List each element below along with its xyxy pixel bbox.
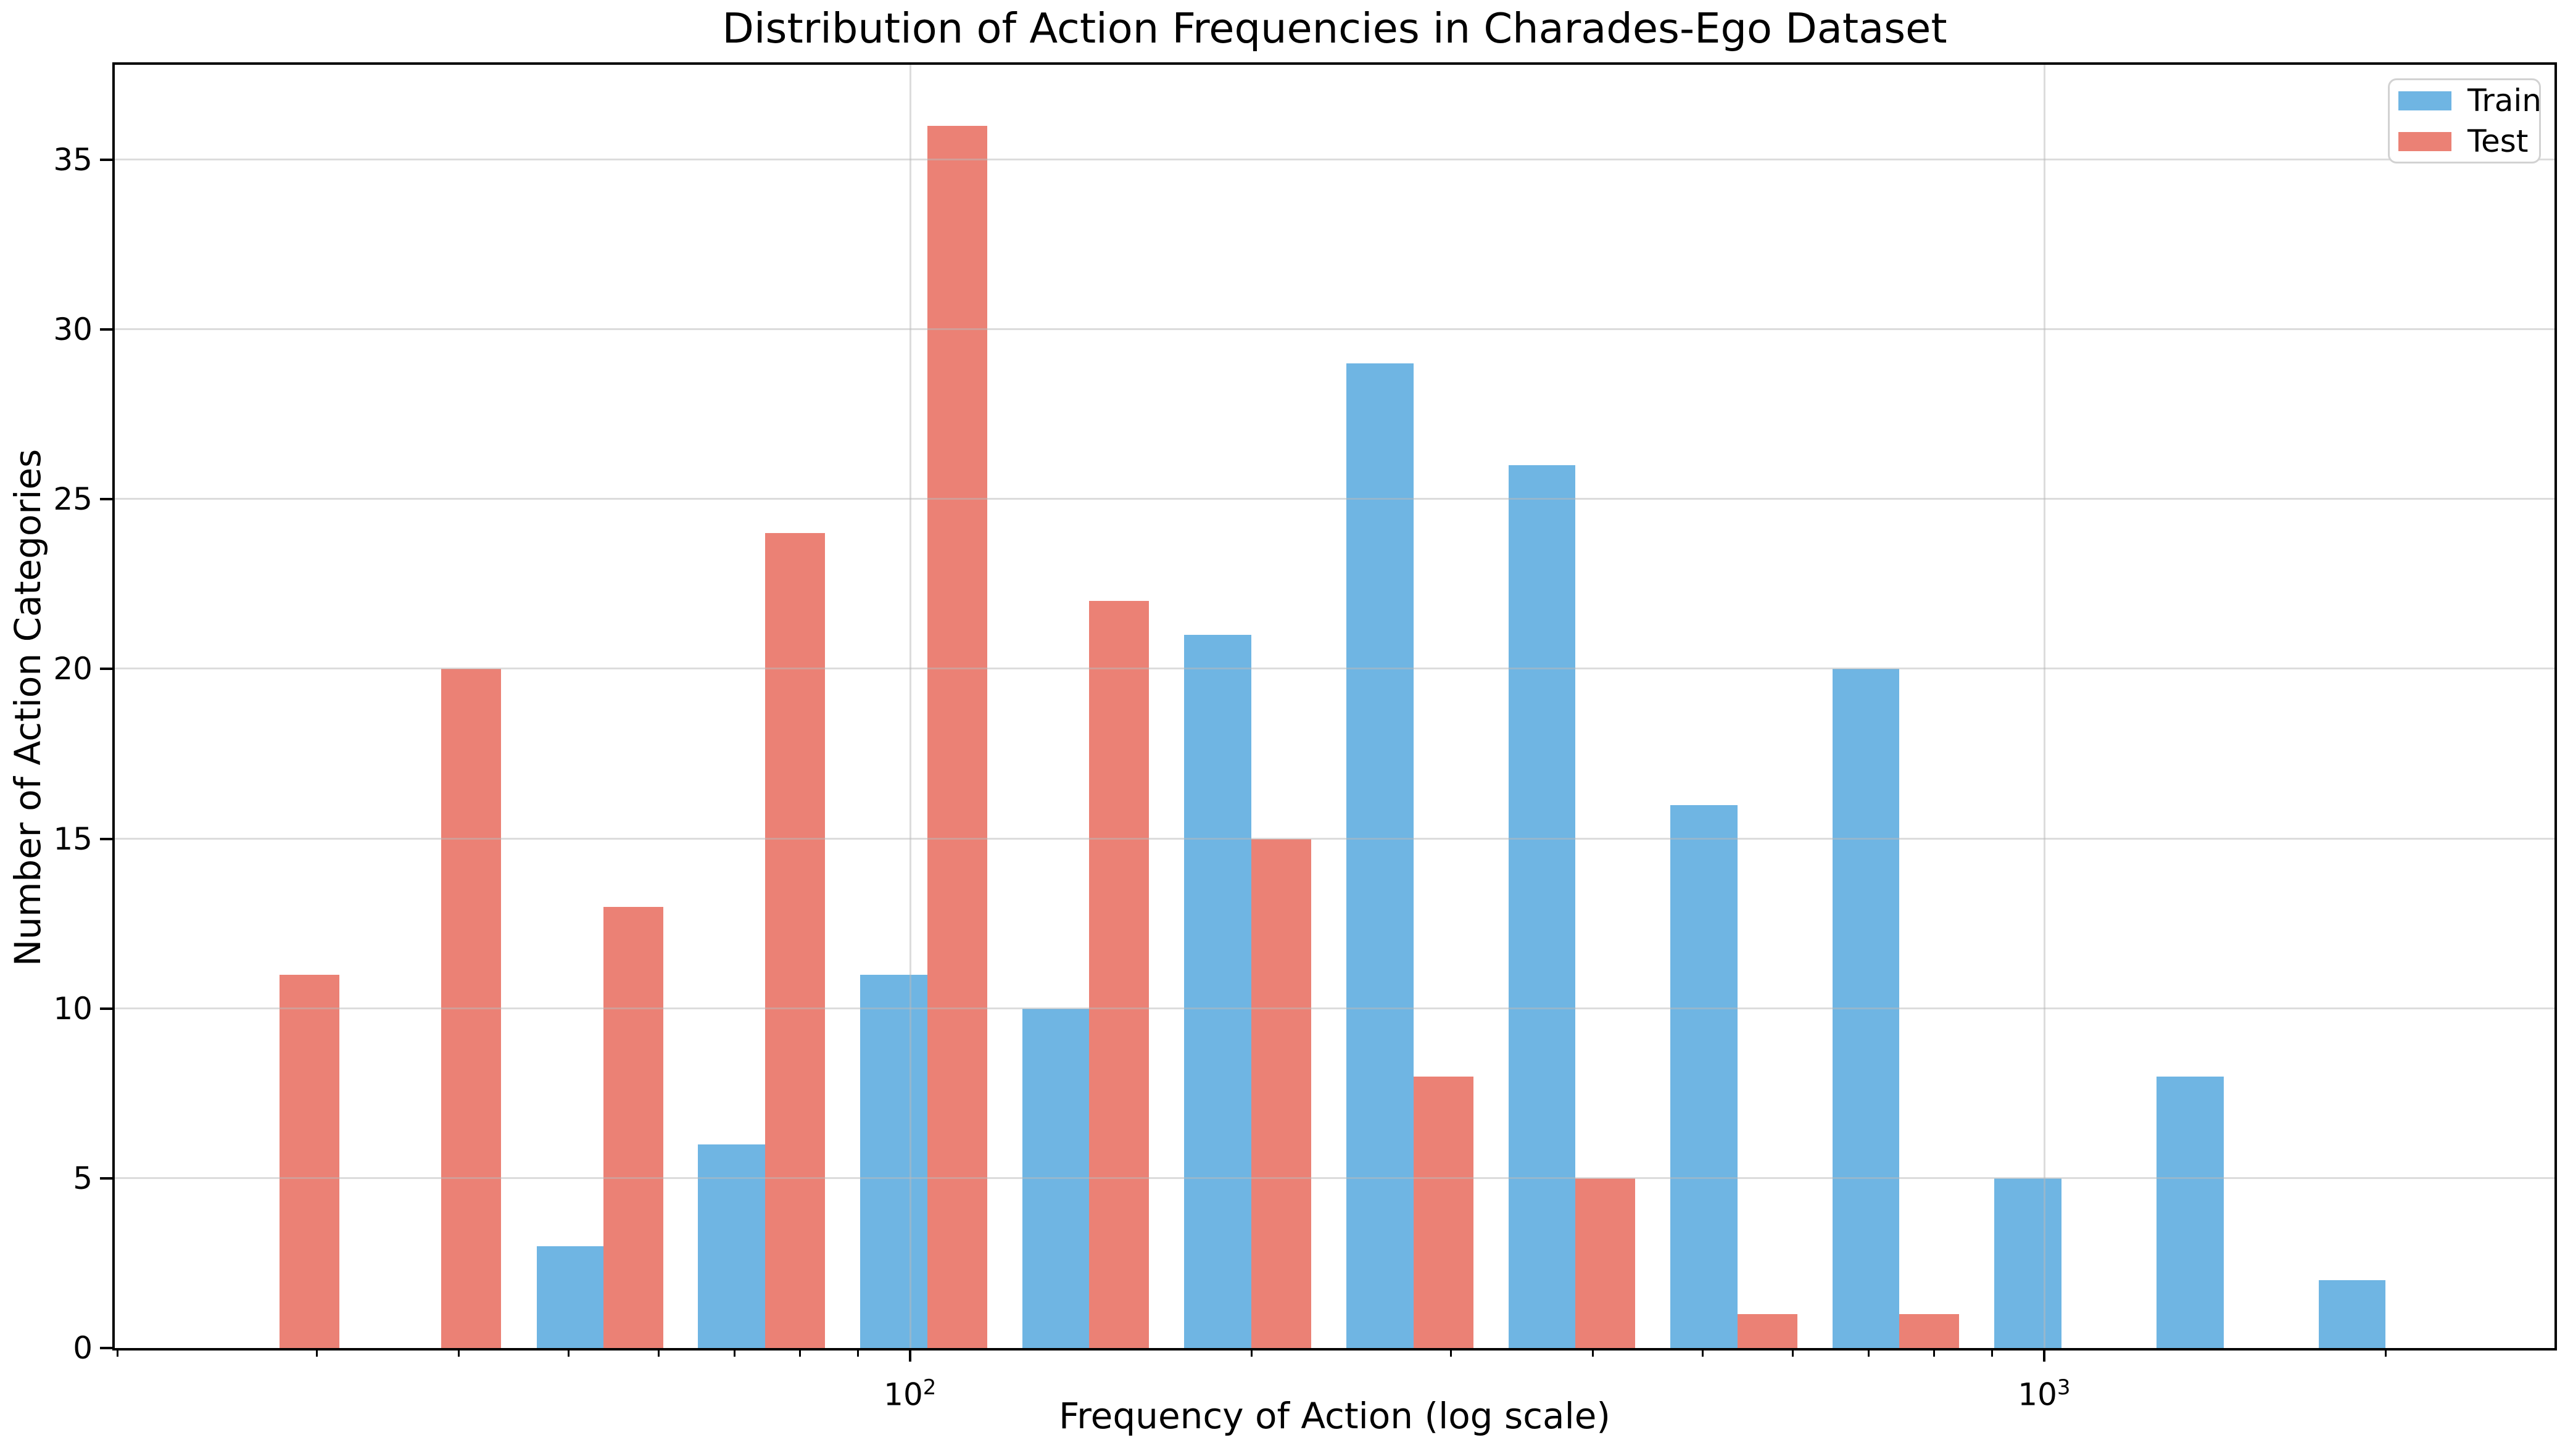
x-minor-tick xyxy=(567,1351,570,1357)
y-gridline xyxy=(115,837,2554,840)
x-tick-label: 103 xyxy=(2018,1375,2071,1413)
x-minor-tick xyxy=(1991,1351,1994,1357)
y-tick-label: 0 xyxy=(73,1330,93,1366)
y-tick-label: 35 xyxy=(53,142,93,178)
x-minor-tick xyxy=(2384,1351,2387,1357)
train-bar xyxy=(536,1246,604,1348)
y-gridline xyxy=(115,668,2554,670)
y-tick-label: 25 xyxy=(53,481,93,518)
legend-entry: Test xyxy=(2398,125,2539,157)
test-bar xyxy=(1899,1313,1960,1348)
test-bar xyxy=(1737,1313,1797,1348)
x-minor-tick xyxy=(1591,1351,1594,1357)
y-gridline xyxy=(115,328,2554,331)
test-bar xyxy=(279,974,339,1348)
x-minor-tick xyxy=(116,1351,118,1357)
test-bar xyxy=(764,533,825,1348)
y-tick xyxy=(100,1347,112,1349)
x-minor-tick xyxy=(457,1351,460,1357)
test-bar xyxy=(927,126,987,1348)
train-bar xyxy=(2318,1280,2386,1348)
plot-area xyxy=(112,62,2557,1351)
chart-title: Distribution of Action Frequencies in Ch… xyxy=(722,4,1947,52)
y-gridline xyxy=(115,498,2554,500)
x-minor-tick xyxy=(1702,1351,1704,1357)
train-bar xyxy=(1346,363,1414,1348)
legend-swatch xyxy=(2398,131,2451,151)
test-bar xyxy=(1413,1076,1473,1348)
x-tick xyxy=(2042,1351,2045,1362)
train-bar xyxy=(1994,1178,2062,1348)
x-minor-tick xyxy=(1933,1351,1936,1357)
y-axis-label: Number of Action Categories xyxy=(7,449,49,967)
x-minor-tick xyxy=(1791,1351,1794,1357)
legend: Train Test xyxy=(2388,78,2542,163)
y-tick xyxy=(100,159,112,162)
legend-label: Train xyxy=(2467,83,2542,118)
y-tick xyxy=(100,498,112,501)
x-tick-label: 102 xyxy=(884,1375,937,1413)
legend-entry: Train xyxy=(2398,83,2542,118)
y-gridline xyxy=(115,159,2554,161)
y-tick-label: 10 xyxy=(53,990,93,1027)
train-bar xyxy=(1184,635,1252,1348)
y-tick-label: 5 xyxy=(73,1160,93,1196)
train-bar xyxy=(2156,1076,2224,1348)
train-bar xyxy=(1508,465,1576,1348)
x-minor-tick xyxy=(1250,1351,1253,1357)
x-minor-tick xyxy=(733,1351,735,1357)
test-bar xyxy=(603,906,664,1348)
x-minor-tick xyxy=(799,1351,802,1357)
train-bar xyxy=(860,974,928,1348)
x-minor-tick xyxy=(1867,1351,1870,1357)
y-tick-label: 20 xyxy=(53,651,93,687)
legend-swatch xyxy=(2398,91,2451,110)
y-gridline xyxy=(115,1177,2554,1179)
test-bar xyxy=(1575,1178,1636,1348)
x-minor-tick xyxy=(657,1351,660,1357)
x-axis-label: Frequency of Action (log scale) xyxy=(1058,1395,1611,1437)
test-bar xyxy=(1251,838,1311,1348)
y-tick-label: 15 xyxy=(53,821,93,857)
y-tick xyxy=(100,1007,112,1010)
y-tick-label: 30 xyxy=(53,312,93,348)
train-bar xyxy=(1670,805,1738,1348)
x-gridline xyxy=(909,65,911,1348)
y-tick xyxy=(100,668,112,671)
x-minor-tick xyxy=(857,1351,860,1357)
x-gridline xyxy=(2043,65,2045,1348)
y-tick xyxy=(100,837,112,840)
x-minor-tick xyxy=(316,1351,318,1357)
y-gridline xyxy=(115,1007,2554,1009)
x-minor-tick xyxy=(1450,1351,1452,1357)
y-tick xyxy=(100,328,112,331)
y-tick xyxy=(100,1177,112,1180)
test-bar xyxy=(1089,601,1150,1348)
train-bar xyxy=(698,1144,765,1348)
x-tick xyxy=(908,1351,911,1362)
legend-label: Test xyxy=(2467,123,2529,159)
